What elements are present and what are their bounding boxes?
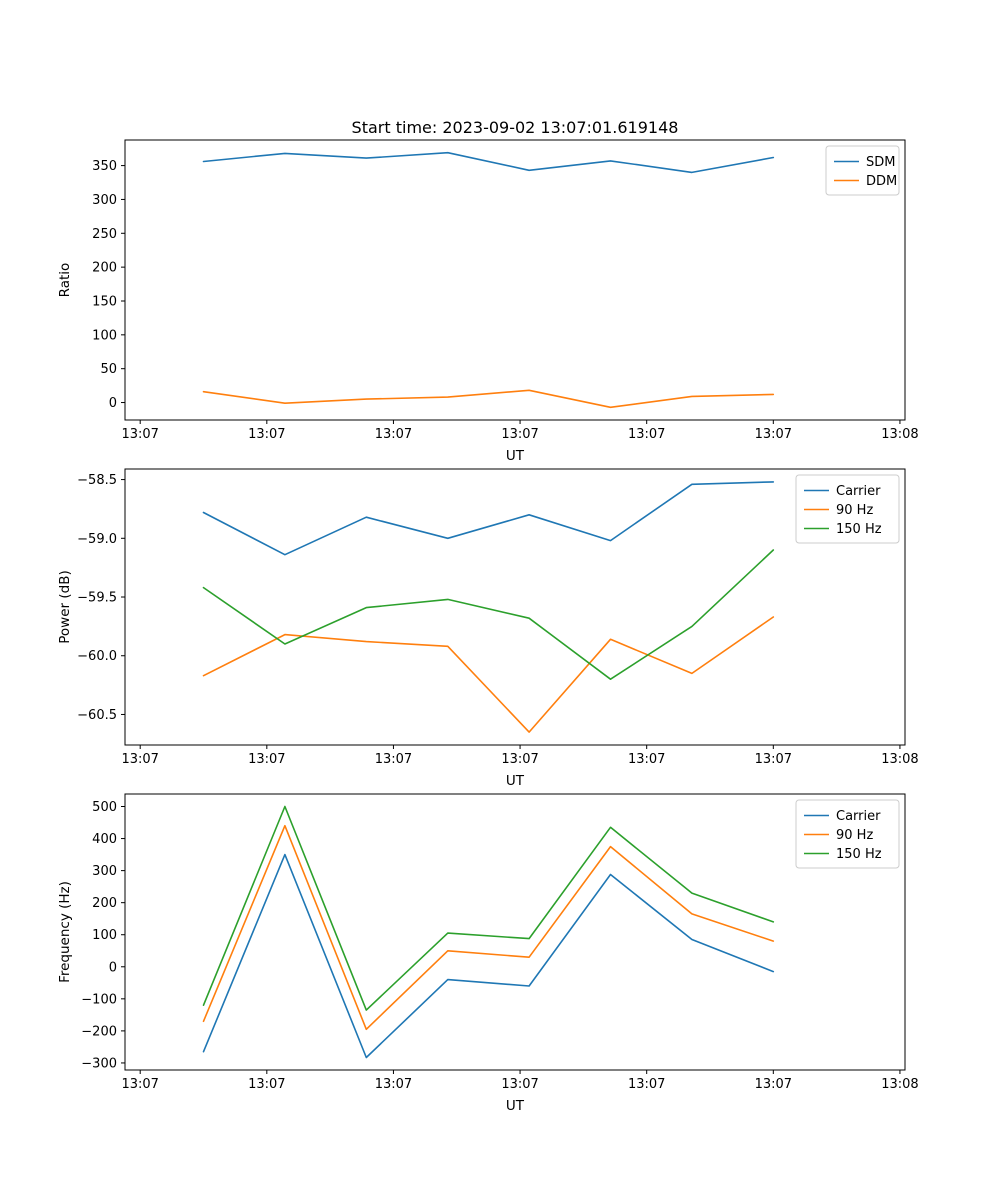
x-tick-label: 13:07 [121, 427, 158, 442]
x-tick-label: 13:07 [248, 427, 285, 442]
x-tick-label: 13:07 [375, 752, 412, 767]
legend-label-sdm: SDM [866, 155, 895, 170]
x-tick-label: 13:07 [248, 752, 285, 767]
series-line-90-hz [202, 616, 775, 733]
y-tick-label: −60.5 [77, 708, 117, 723]
y-axis-label: Frequency (Hz) [57, 881, 73, 983]
x-tick-label: 13:07 [628, 752, 665, 767]
y-tick-label: 200 [92, 896, 117, 911]
x-tick-label: 13:07 [755, 752, 792, 767]
x-tick-label: 13:07 [628, 427, 665, 442]
x-tick-label: 13:07 [501, 427, 538, 442]
x-tick-label: 13:07 [375, 427, 412, 442]
legend: Carrier 90 Hz 150 Hz [795, 474, 900, 544]
x-tick-label: 13:07 [375, 1077, 412, 1092]
series-line-ddm [202, 389, 775, 409]
y-tick-label: 500 [92, 800, 117, 815]
x-tick-label: 13:07 [628, 1077, 665, 1092]
x-tick-label: 13:07 [121, 752, 158, 767]
y-tick-label: −100 [81, 992, 117, 1007]
legend-label-150-hz: 150 Hz [836, 522, 882, 537]
legend-label-90-hz: 90 Hz [836, 503, 873, 518]
y-tick-label: −59.0 [77, 532, 117, 547]
y-tick-label: 250 [92, 227, 117, 242]
series-line-carrier [202, 853, 775, 1059]
y-tick-label: −300 [81, 1056, 117, 1071]
y-tick-label: 350 [92, 159, 117, 174]
axes-frame [124, 468, 906, 746]
y-tick-label: −58.5 [77, 473, 117, 488]
legend-label-ddm: DDM [866, 174, 897, 189]
legend-label-150-hz: 150 Hz [836, 847, 882, 862]
y-tick-label: 150 [92, 294, 117, 309]
x-tick-label: 13:07 [755, 427, 792, 442]
x-axis-label: UT [506, 1098, 525, 1114]
series-line-150-hz [202, 549, 775, 681]
x-tick-label: 13:07 [755, 1077, 792, 1092]
x-tick-label: 13:08 [881, 752, 918, 767]
legend-label-carrier: Carrier [836, 809, 881, 824]
y-tick-label: 100 [92, 328, 117, 343]
legend-label-90-hz: 90 Hz [836, 828, 873, 843]
legend: Carrier 90 Hz 150 Hz [795, 799, 900, 869]
subplot-1: 13:07 13:07 13:07 13:07 13:07 13:07 13:08 0 50 10… [57, 139, 919, 464]
y-tick-label: 200 [92, 261, 117, 276]
y-axis-label: Power (dB) [57, 570, 73, 643]
y-tick-label: 0 [109, 396, 117, 411]
series-line-150-hz [202, 805, 775, 1011]
subplot-2: 13:07 13:07 13:07 13:07 13:07 13:07 13:08 −60.5… [57, 468, 919, 789]
legend-label-carrier: Carrier [836, 484, 881, 499]
series-line-carrier [202, 481, 775, 556]
x-tick-label: 13:08 [881, 427, 918, 442]
x-tick-label: 13:07 [501, 1077, 538, 1092]
y-axis-label: Ratio [57, 263, 73, 298]
x-tick-label: 13:07 [501, 752, 538, 767]
x-axis-label: UT [506, 773, 525, 789]
legend: SDM DDM [825, 145, 900, 196]
x-tick-label: 13:07 [248, 1077, 285, 1092]
x-tick-label: 13:07 [121, 1077, 158, 1092]
y-tick-label: 400 [92, 832, 117, 847]
series-line-sdm [202, 151, 775, 174]
axes-frame [124, 793, 906, 1071]
legend-box [795, 474, 900, 544]
axes-frame [124, 139, 906, 421]
x-tick-label: 13:08 [881, 1077, 918, 1092]
subplot-3: 13:07 13:07 13:07 13:07 13:07 13:07 13:08 −300 −… [57, 793, 919, 1114]
legend-box [795, 799, 900, 869]
y-tick-label: 300 [92, 864, 117, 879]
y-tick-label: 300 [92, 193, 117, 208]
figure-title: Start time: 2023-09-02 13:07:01.619148 [351, 118, 679, 137]
series-line-90-hz [202, 824, 775, 1031]
y-tick-label: 0 [109, 960, 117, 975]
y-tick-label: 100 [92, 928, 117, 943]
y-tick-label: 50 [100, 362, 117, 377]
x-axis-label: UT [506, 448, 525, 464]
y-tick-label: −60.0 [77, 649, 117, 664]
y-tick-label: −200 [81, 1024, 117, 1039]
y-tick-label: −59.5 [77, 591, 117, 606]
legend-box [825, 145, 900, 196]
